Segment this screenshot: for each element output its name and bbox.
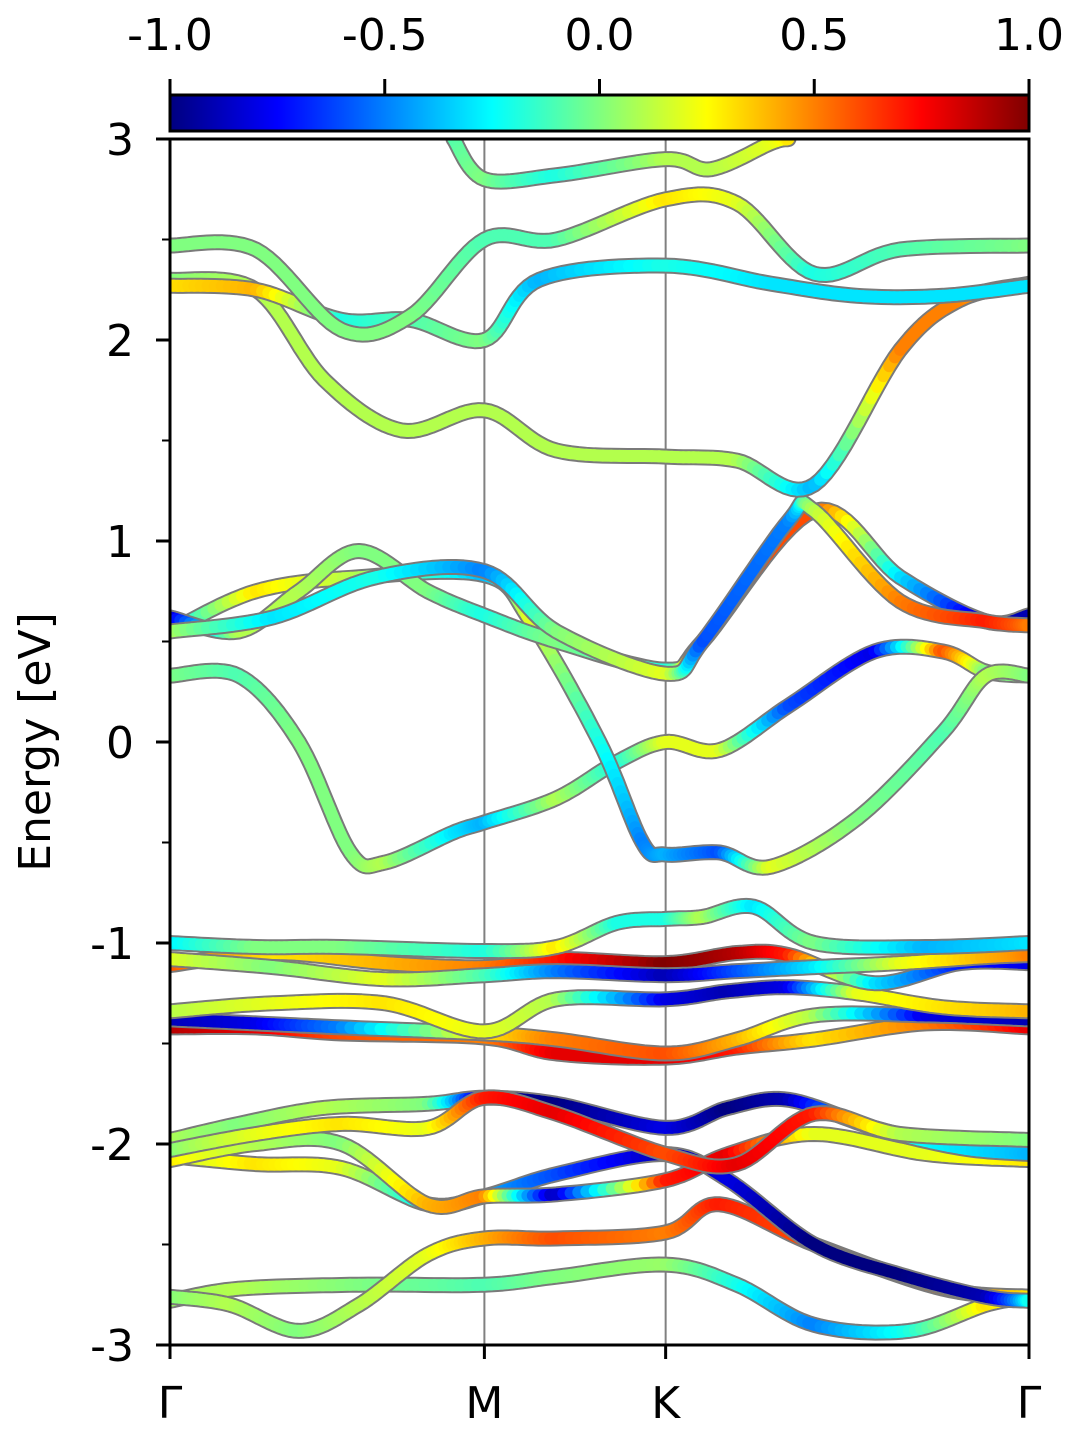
band-8 xyxy=(170,1005,1029,1062)
band-9 xyxy=(170,979,1029,1040)
y-tick-label: -3 xyxy=(90,1321,134,1372)
y-tick-label: -1 xyxy=(90,919,134,970)
y-tick-label: -2 xyxy=(90,1120,134,1171)
y-axis-label: Energy [eV] xyxy=(10,612,61,872)
colorbar: -1.0 -0.5 0.0 0.5 1.0 xyxy=(127,10,1064,133)
band-19 xyxy=(170,186,1029,343)
colorbar-ticks: -1.0 -0.5 0.0 0.5 1.0 xyxy=(127,10,1064,95)
y-tick-label: 0 xyxy=(106,718,134,769)
band-18 xyxy=(170,257,1029,350)
band-12 xyxy=(170,897,1029,960)
plot-area: -3 -2 -1 0 1 2 3 Γ M K Γ Energy [eV] xyxy=(10,115,1042,1429)
bands xyxy=(170,139,1029,1341)
colorbar-tick-label: 1.0 xyxy=(994,10,1064,61)
band-16 xyxy=(170,494,1029,682)
band-4 xyxy=(170,1126,1029,1215)
y-tick-label: 1 xyxy=(106,517,134,568)
colorbar-tick-label: 0.0 xyxy=(565,10,635,61)
kpoint-label: K xyxy=(651,1378,681,1429)
y-tick-label: 2 xyxy=(106,316,134,367)
y-tick-label: 3 xyxy=(106,115,134,166)
colorbar-gradient xyxy=(168,93,1031,133)
kpoint-label: Γ xyxy=(158,1378,183,1429)
band-6 xyxy=(170,1089,1029,1175)
kpoint-label: M xyxy=(465,1378,503,1429)
y-axis-ticks: -3 -2 -1 0 1 2 3 xyxy=(90,115,170,1372)
kpoint-label: Γ xyxy=(1017,1378,1042,1429)
colorbar-tick-label: 0.5 xyxy=(779,10,849,61)
band-20 xyxy=(445,139,797,190)
colorbar-tick-label: -0.5 xyxy=(342,10,428,61)
band-11 xyxy=(170,947,1029,988)
colorbar-tick-label: -1.0 xyxy=(127,10,213,61)
